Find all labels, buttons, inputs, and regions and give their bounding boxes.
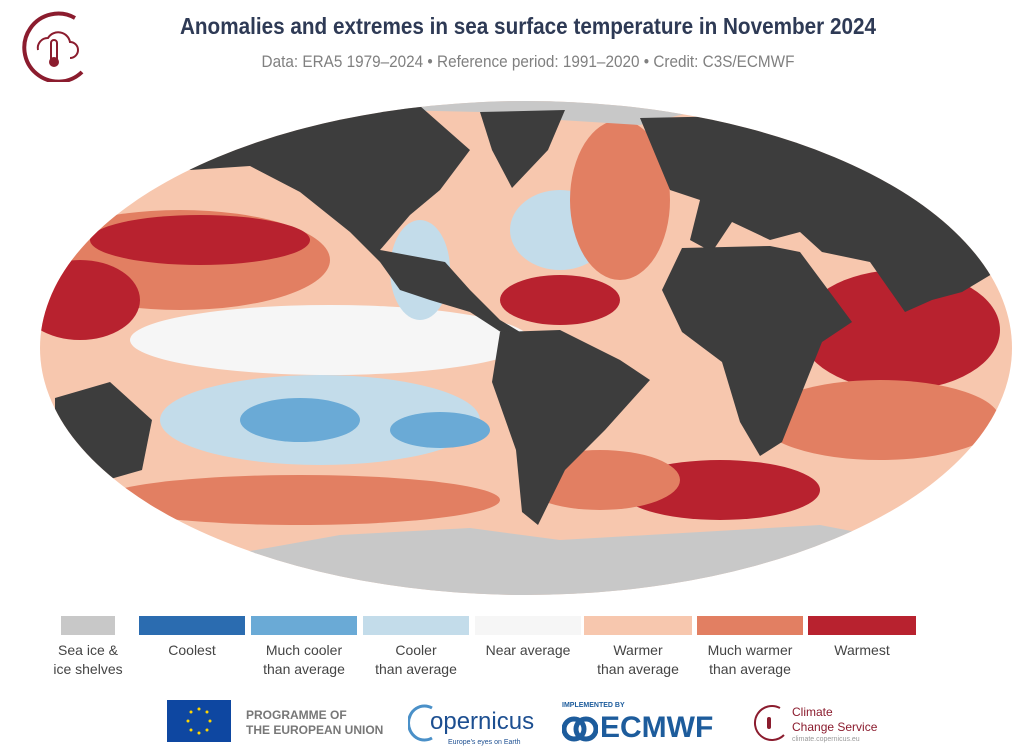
ecmwf-swirl-icon <box>562 716 598 742</box>
legend-warmest: Warmest <box>808 616 916 660</box>
north-america <box>150 106 520 338</box>
legend-cooler: Cooler than average <box>363 616 469 679</box>
ecmwf-logo: IMPLEMENTED BY ECMWF <box>562 702 714 744</box>
legend-sea-ice: Sea ice & ice shelves <box>46 616 130 679</box>
legend-warmer: Warmer than average <box>584 616 692 679</box>
anomaly-patches <box>40 120 1000 525</box>
page-title: Anomalies and extremes in sea surface te… <box>179 13 877 39</box>
copernicus-logo: opernicus Europe's eyes on Earth <box>408 700 548 750</box>
subtitle: Data: ERA5 1979–2024 • Reference period:… <box>261 52 795 71</box>
legend-much-cooler: Much cooler than average <box>251 616 357 679</box>
c3s-footer-logo: Climate Change Service climate.copernicus.… <box>750 703 877 748</box>
world-map <box>40 101 1012 595</box>
arctic-ice <box>200 101 900 125</box>
eu-programme-text: PROGRAMME OF THE EUROPEAN UNION <box>246 708 384 737</box>
land <box>55 106 1012 525</box>
eu-flag-icon <box>167 700 231 742</box>
c3s-small-icon <box>753 705 785 741</box>
legend-much-warmer: Much warmer than average <box>697 616 803 679</box>
africa <box>662 246 852 456</box>
legend-coolest: Coolest <box>139 616 245 660</box>
greenland <box>480 110 565 188</box>
south-america <box>492 330 650 525</box>
copernicus-c-icon <box>408 704 433 742</box>
c3s-logo-icon <box>22 11 84 82</box>
legend-near-average: Near average <box>475 616 581 660</box>
antarctica-ice <box>60 525 1012 595</box>
